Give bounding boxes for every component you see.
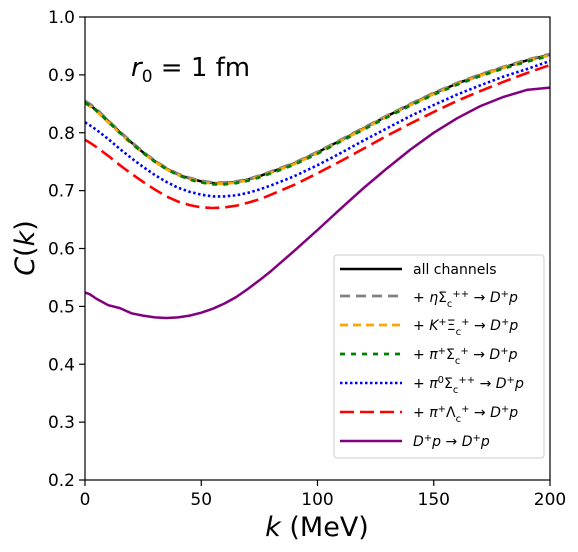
series-line-dp [85, 86, 550, 320]
x-tick-label: 50 [190, 490, 212, 510]
y-tick-label: 0.9 [48, 66, 75, 86]
legend [333, 254, 545, 459]
x-tick-label: 0 [80, 490, 91, 510]
y-ticks: 0.2 0.3 0.4 0.5 0.6 0.7 0.8 0.9 1.0 [48, 8, 85, 491]
y-tick-label: 0.2 [48, 471, 75, 491]
y-tick-label: 0.3 [48, 413, 75, 433]
series-line-pi0-sigma [85, 59, 550, 198]
y-tick-label: 0.7 [48, 182, 75, 202]
radius-annotation: r0 = 1 fm [131, 53, 250, 87]
y-axis-label: C(k) [10, 220, 41, 276]
series-lines [85, 52, 550, 320]
y-tick-label: 0.6 [48, 240, 75, 260]
legend-label-eta: + ηΣc++ → D+p [413, 289, 518, 310]
series-line-pi-sigma [85, 54, 550, 186]
x-tick-label: 200 [534, 490, 566, 510]
y-tick-label: 0.4 [48, 355, 75, 375]
y-tick-label: 0.8 [48, 124, 75, 144]
legend-label-all: all channels [413, 262, 497, 278]
x-tick-label: 150 [418, 490, 450, 510]
legend-label-pi-lambda: + π+Λc+ → D+p [413, 404, 518, 425]
y-tick-label: 0.5 [48, 297, 75, 317]
x-tick-label: 100 [301, 490, 333, 510]
y-tick-label: 1.0 [48, 8, 75, 28]
legend-box [333, 254, 545, 459]
x-axis-label: k (MeV) [265, 512, 369, 543]
x-ticks: 0 50 100 150 200 [80, 480, 566, 510]
legend-label-dp: D+p → D+p [413, 433, 490, 450]
